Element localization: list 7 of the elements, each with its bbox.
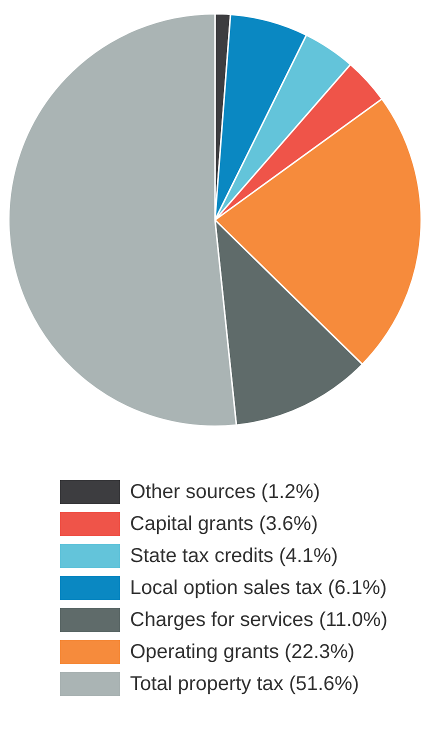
legend-label: Total property tax (51.6%): [130, 672, 359, 696]
legend-label: Local option sales tax (6.1%): [130, 576, 387, 600]
legend-label: Charges for services (11.0%): [130, 608, 388, 632]
legend-label: Operating grants (22.3%): [130, 640, 355, 664]
legend-label: State tax credits (4.1%): [130, 544, 338, 568]
legend-label: Other sources (1.2%): [130, 480, 320, 504]
legend-label: Capital grants (3.6%): [130, 512, 318, 536]
